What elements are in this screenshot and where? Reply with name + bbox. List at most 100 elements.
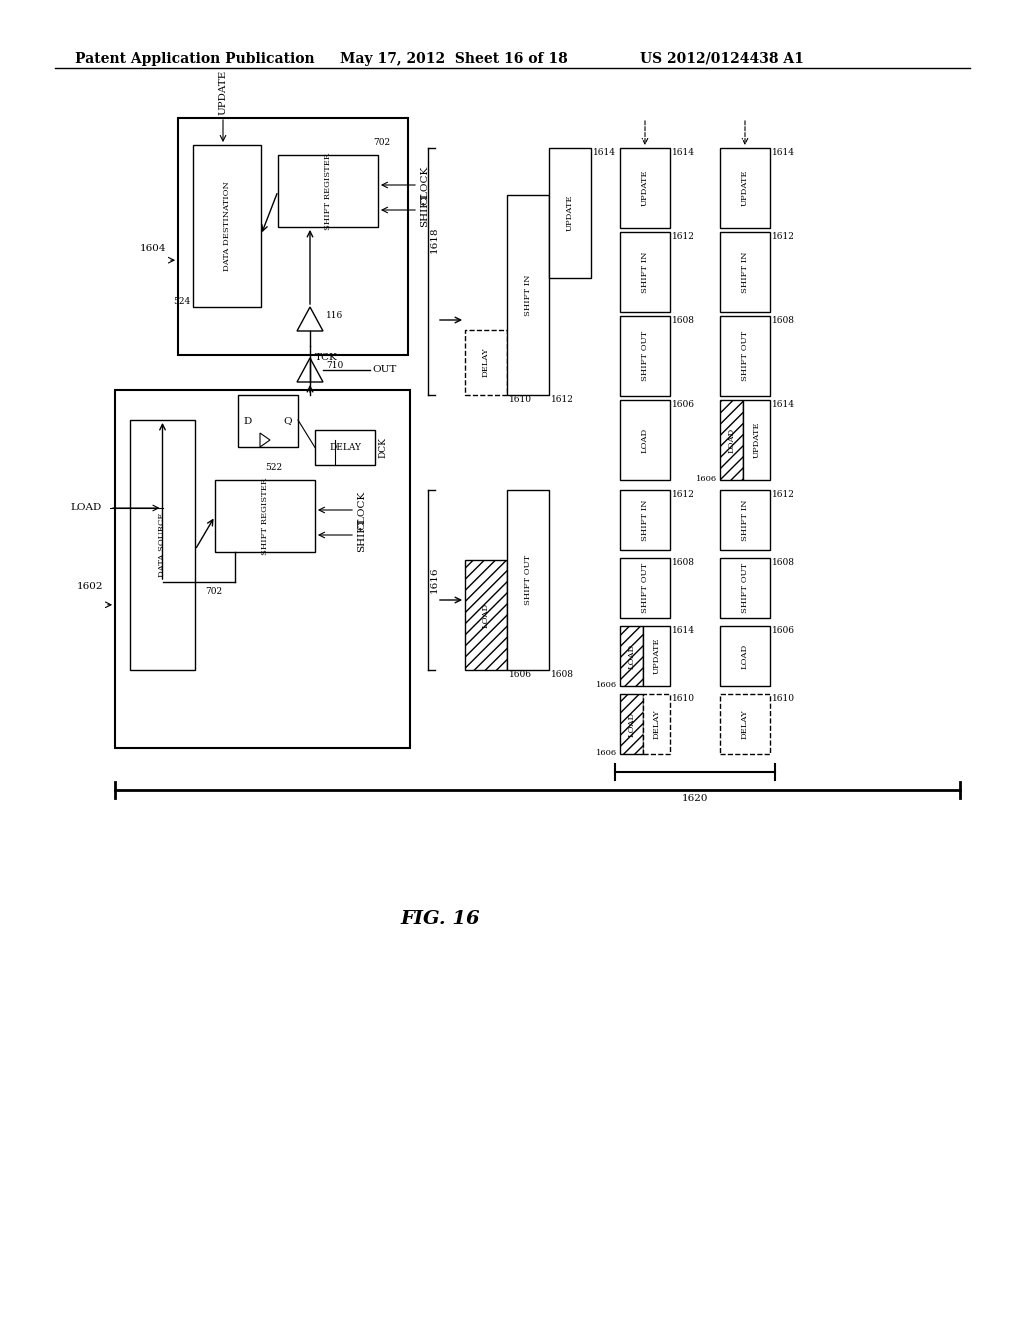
Bar [620, 558, 670, 618]
Text: SHIFT IN: SHIFT IN [524, 275, 532, 315]
Bar [620, 232, 670, 312]
Text: 1612: 1612 [772, 490, 795, 499]
Text: DELAY: DELAY [482, 347, 490, 378]
Bar [720, 315, 770, 396]
Text: 522: 522 [265, 463, 283, 473]
Bar [193, 145, 261, 308]
Text: TCK: TCK [315, 352, 338, 362]
Text: SHIFT REGISTER: SHIFT REGISTER [261, 478, 269, 554]
Text: 1608: 1608 [772, 558, 795, 568]
Polygon shape [297, 308, 323, 331]
Text: 1610: 1610 [772, 694, 795, 704]
Bar [620, 315, 670, 396]
Text: SHIFT OUT: SHIFT OUT [524, 554, 532, 605]
Bar [465, 560, 507, 671]
Text: 1602: 1602 [77, 582, 103, 591]
Text: LOAD: LOAD [70, 503, 101, 512]
Text: 1614: 1614 [772, 148, 795, 157]
Text: SHIFT IN: SHIFT IN [741, 251, 749, 293]
Bar [720, 626, 770, 686]
Bar [620, 694, 642, 754]
Text: 1606: 1606 [509, 671, 532, 678]
Bar [720, 232, 770, 312]
Bar [315, 430, 375, 465]
Text: 1612: 1612 [772, 232, 795, 242]
Text: SHIFT IN: SHIFT IN [641, 251, 649, 293]
Text: UPDATE: UPDATE [218, 70, 227, 115]
Text: LOAD: LOAD [727, 428, 735, 453]
Text: SHIFT OUT: SHIFT OUT [741, 331, 749, 381]
Text: UPDATE: UPDATE [753, 421, 760, 458]
Bar [549, 148, 591, 279]
Text: UPDATE: UPDATE [652, 638, 660, 675]
Text: 1608: 1608 [772, 315, 795, 325]
Bar [178, 117, 408, 355]
Text: 1604: 1604 [139, 244, 166, 253]
Bar [115, 389, 410, 748]
Text: SHIFT: SHIFT [420, 193, 429, 227]
Bar [720, 694, 770, 754]
Text: SHIFT REGISTER: SHIFT REGISTER [324, 152, 332, 230]
Text: LOAD: LOAD [741, 643, 749, 669]
Text: 1614: 1614 [672, 148, 695, 157]
Text: DELAY: DELAY [652, 709, 660, 739]
Bar [720, 558, 770, 618]
Text: 702: 702 [373, 139, 390, 147]
Text: DELAY: DELAY [741, 709, 749, 739]
Text: 1608: 1608 [551, 671, 574, 678]
Text: DCK: DCK [378, 437, 387, 458]
Text: D: D [244, 417, 252, 425]
Text: SHIFT OUT: SHIFT OUT [641, 562, 649, 612]
Text: 1612: 1612 [672, 490, 695, 499]
Text: 702: 702 [205, 587, 222, 597]
Bar [620, 490, 670, 550]
Text: 1606: 1606 [596, 681, 617, 689]
Bar [642, 694, 670, 754]
Polygon shape [297, 358, 323, 381]
Text: 524: 524 [173, 297, 190, 306]
Bar [507, 195, 549, 395]
Text: LOAD: LOAD [482, 602, 490, 627]
Text: CLOCK: CLOCK [420, 165, 429, 205]
Bar [620, 694, 642, 754]
Text: Patent Application Publication: Patent Application Publication [75, 51, 314, 66]
Bar [720, 148, 770, 228]
Bar [130, 420, 195, 671]
Text: LOAD: LOAD [641, 428, 649, 453]
Text: 1614: 1614 [772, 400, 795, 409]
Bar [720, 400, 742, 480]
Bar [642, 626, 670, 686]
Text: SHIFT: SHIFT [357, 517, 366, 552]
Text: 1614: 1614 [672, 626, 695, 635]
Bar [238, 395, 298, 447]
Text: 710: 710 [326, 362, 343, 371]
Text: 1606: 1606 [596, 748, 617, 756]
Text: SHIFT OUT: SHIFT OUT [741, 562, 749, 612]
Bar [215, 480, 315, 552]
Polygon shape [260, 433, 270, 447]
Bar [507, 490, 549, 671]
Bar [278, 154, 378, 227]
Text: 1620: 1620 [682, 795, 709, 803]
Text: 1610: 1610 [509, 395, 532, 404]
Text: 116: 116 [326, 310, 343, 319]
Text: FIG. 16: FIG. 16 [400, 909, 480, 928]
Bar [465, 560, 507, 671]
Bar [720, 400, 742, 480]
Text: 1610: 1610 [672, 694, 695, 704]
Text: LOAD: LOAD [628, 643, 635, 669]
Text: May 17, 2012  Sheet 16 of 18: May 17, 2012 Sheet 16 of 18 [340, 51, 567, 66]
Text: 1608: 1608 [672, 558, 695, 568]
Text: Q: Q [284, 417, 292, 425]
Text: 1618: 1618 [430, 227, 439, 253]
Text: 1612: 1612 [672, 232, 695, 242]
Text: 1606: 1606 [696, 475, 717, 483]
Text: 1616: 1616 [430, 566, 439, 593]
Text: LOAD: LOAD [628, 711, 635, 737]
Bar [620, 148, 670, 228]
Text: CLOCK: CLOCK [357, 490, 366, 529]
Text: UPDATE: UPDATE [741, 170, 749, 206]
Text: US 2012/0124438 A1: US 2012/0124438 A1 [640, 51, 804, 66]
Bar [742, 400, 770, 480]
Text: 1606: 1606 [672, 400, 695, 409]
